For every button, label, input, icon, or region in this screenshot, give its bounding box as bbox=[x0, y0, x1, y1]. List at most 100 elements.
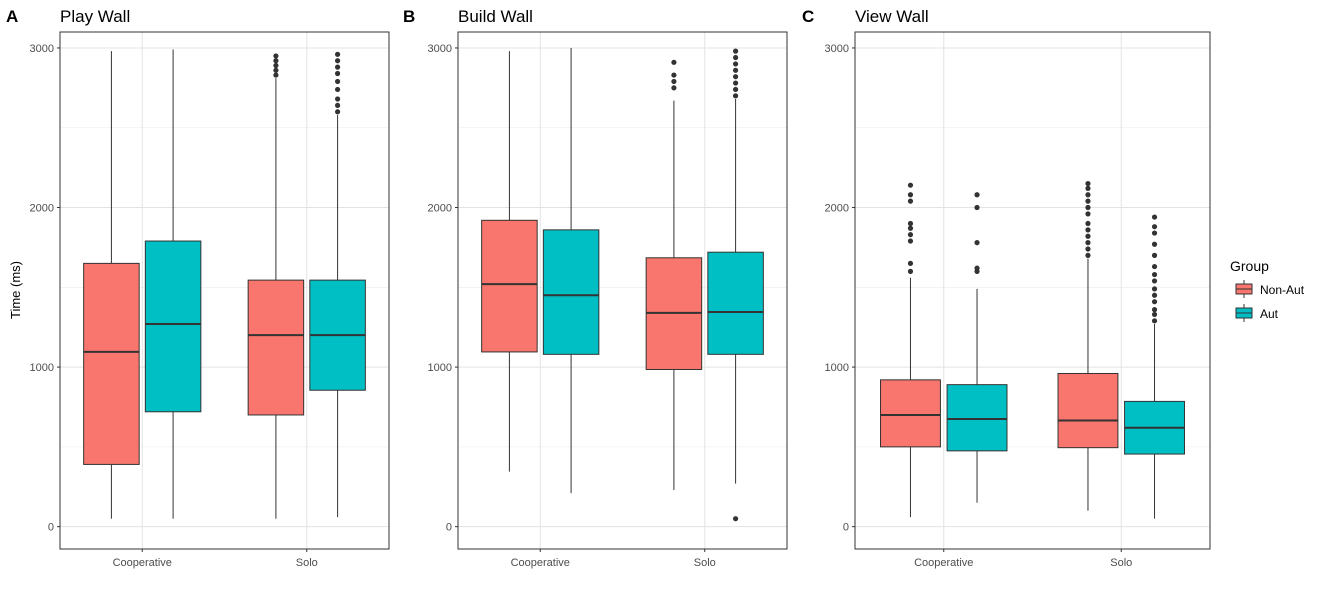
outlier-point bbox=[1151, 252, 1158, 258]
outlier-point bbox=[907, 198, 914, 204]
outlier-point bbox=[974, 265, 980, 271]
outlier-point bbox=[732, 67, 739, 73]
outlier-point bbox=[1085, 233, 1091, 239]
panel-title-c: View Wall bbox=[855, 7, 929, 26]
box-aut-solo bbox=[309, 51, 366, 518]
y-tick-label: 3000 bbox=[825, 43, 849, 55]
y-tick-label: 0 bbox=[446, 522, 452, 534]
outlier-point bbox=[1151, 271, 1158, 278]
outlier-point bbox=[907, 192, 914, 198]
outlier-point bbox=[907, 220, 914, 227]
outlier-point bbox=[732, 61, 739, 67]
outlier-point bbox=[732, 516, 739, 522]
panel-tag-c: C bbox=[802, 7, 814, 26]
outlier-point bbox=[1151, 241, 1158, 247]
panel-border bbox=[59, 31, 390, 550]
outlier-point bbox=[334, 78, 341, 85]
legend-label-non-aut: Non-Aut bbox=[1260, 283, 1305, 297]
outlier-point bbox=[1085, 252, 1091, 258]
box-iqr bbox=[880, 379, 941, 448]
box-iqr bbox=[542, 229, 600, 355]
outlier-point bbox=[273, 62, 279, 69]
x-tick-label: Cooperative bbox=[113, 557, 172, 569]
outlier-point bbox=[334, 102, 341, 109]
outlier-point bbox=[334, 96, 341, 102]
x-tick-label: Cooperative bbox=[511, 557, 570, 569]
outlier-point bbox=[974, 240, 980, 246]
panel-title-a: Play Wall bbox=[60, 7, 130, 26]
outlier-point bbox=[273, 53, 279, 59]
x-tick-label: Solo bbox=[1110, 557, 1132, 569]
outlier-point bbox=[1085, 227, 1091, 233]
box-non-aut-solo bbox=[645, 59, 703, 490]
outlier-point bbox=[1085, 240, 1091, 246]
outlier-point bbox=[907, 225, 914, 231]
box-iqr bbox=[83, 262, 140, 465]
legend-item-non-aut: Non-Aut bbox=[1235, 280, 1305, 298]
outlier-point bbox=[1085, 204, 1091, 211]
outlier-point bbox=[1085, 198, 1091, 204]
outlier-point bbox=[334, 64, 341, 70]
box-non-aut-cooperative bbox=[481, 51, 538, 472]
outlier-point bbox=[671, 72, 677, 78]
outlier-point bbox=[1151, 263, 1158, 270]
outlier-point bbox=[1085, 211, 1091, 217]
outlier-point bbox=[907, 232, 914, 238]
box-non-aut-cooperative bbox=[83, 51, 140, 519]
box-aut-cooperative bbox=[542, 47, 600, 494]
outlier-point bbox=[1151, 230, 1158, 236]
outlier-point bbox=[1151, 286, 1158, 292]
panel-border bbox=[854, 31, 1211, 550]
y-tick-label: 3000 bbox=[30, 43, 54, 55]
outlier-point bbox=[1151, 292, 1158, 298]
box-iqr bbox=[247, 279, 305, 416]
outlier-point bbox=[273, 72, 279, 78]
outlier-point bbox=[907, 268, 914, 274]
box-non-aut-solo bbox=[247, 53, 305, 519]
outlier-point bbox=[732, 48, 739, 54]
outlier-point bbox=[907, 260, 914, 266]
box-iqr bbox=[946, 384, 1008, 452]
outlier-point bbox=[334, 51, 341, 57]
panel-tag-a: A bbox=[6, 7, 18, 26]
outlier-point bbox=[1085, 192, 1091, 198]
box-aut-cooperative bbox=[144, 49, 202, 519]
outlier-point bbox=[974, 192, 980, 198]
y-tick-label: 1000 bbox=[825, 362, 849, 374]
panel-a: A Play Wall 0 1000 2000 3000 Cooperative Solo bbox=[6, 7, 390, 569]
box-aut-cooperative bbox=[946, 192, 1008, 503]
legend-item-aut: Aut bbox=[1235, 304, 1279, 322]
box-non-aut-cooperative bbox=[880, 182, 941, 518]
legend: Group Non-Aut Aut bbox=[1230, 258, 1305, 322]
legend-label-aut: Aut bbox=[1260, 307, 1279, 321]
outlier-point bbox=[334, 58, 341, 64]
outlier-point bbox=[732, 80, 739, 86]
y-tick-label: 1000 bbox=[428, 362, 452, 374]
outlier-point bbox=[334, 86, 341, 93]
outlier-point bbox=[732, 54, 739, 61]
outlier-point bbox=[1151, 318, 1158, 324]
y-tick-label: 3000 bbox=[428, 43, 452, 55]
outlier-point bbox=[1151, 307, 1158, 313]
outlier-point bbox=[1151, 224, 1158, 230]
y-tick-label: 2000 bbox=[428, 203, 452, 215]
box-non-aut-solo bbox=[1057, 180, 1119, 511]
outlier-point bbox=[671, 85, 677, 91]
outlier-point bbox=[273, 58, 279, 64]
outlier-point bbox=[732, 86, 739, 93]
outlier-point bbox=[732, 93, 739, 99]
y-tick-label: 1000 bbox=[30, 362, 54, 374]
y-axis-title: Time (ms) bbox=[8, 261, 23, 319]
x-tick-label: Solo bbox=[296, 557, 318, 569]
panel-border bbox=[457, 31, 788, 550]
outlier-point bbox=[671, 78, 677, 85]
outlier-point bbox=[1151, 214, 1158, 220]
x-tick-label: Cooperative bbox=[914, 557, 973, 569]
x-tick-label: Solo bbox=[694, 557, 716, 569]
outlier-point bbox=[1085, 220, 1091, 227]
outlier-point bbox=[1151, 278, 1158, 284]
box-iqr bbox=[707, 251, 764, 355]
box-iqr bbox=[144, 240, 202, 413]
outlier-point bbox=[974, 204, 980, 211]
